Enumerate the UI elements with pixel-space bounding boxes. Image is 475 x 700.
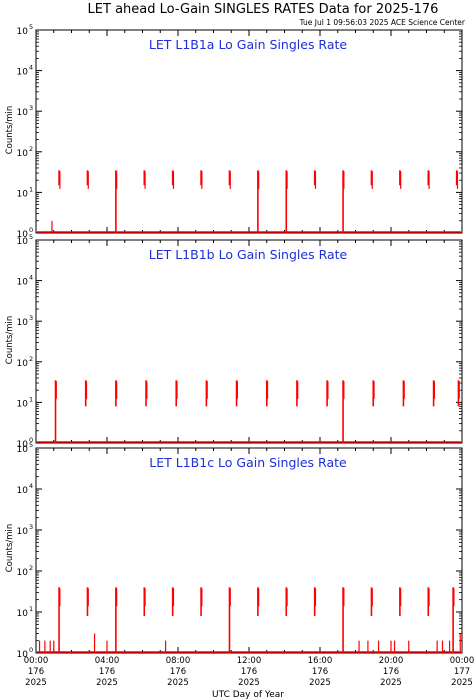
x-tick-doy: 176 (383, 667, 399, 677)
y-tick-exponent: 3 (29, 523, 33, 531)
plot-frame (35, 239, 463, 444)
x-tick-year: 2025 (238, 678, 260, 688)
x-axis: 00:00176202504:00176202508:00176202512:0… (24, 656, 475, 688)
x-tick-doy: 176 (28, 667, 44, 677)
y-tick-exponent: 4 (29, 64, 33, 72)
y-tick-label: 10 (17, 237, 29, 247)
timestamp: Tue Jul 1 09:56:03 2025 ACE Science Cent… (299, 18, 466, 27)
y-tick-label: 10 (17, 527, 29, 537)
x-tick-year: 2025 (451, 678, 473, 688)
y-tick-exponent: 4 (29, 482, 33, 490)
plot-frame (35, 447, 463, 654)
y-tick-label: 10 (17, 189, 29, 199)
panel-title: LET L1B1a Lo Gain Singles Rate (149, 37, 348, 52)
figure-title: LET ahead Lo-Gain SINGLES RATES Data for… (88, 2, 439, 17)
y-tick-label: 10 (17, 399, 29, 409)
x-tick-time: 20:00 (379, 656, 404, 666)
y-tick-label: 10 (17, 27, 29, 37)
y-tick-exponent: 0 (29, 646, 33, 654)
y-tick-label: 10 (17, 278, 29, 288)
y-tick-label: 10 (17, 568, 29, 578)
y-tick-label: 10 (17, 445, 29, 455)
y-tick-exponent: 3 (29, 104, 33, 112)
x-tick-doy: 176 (99, 667, 115, 677)
y-tick-exponent: 2 (29, 355, 33, 363)
y-tick-exponent: 0 (29, 436, 33, 444)
y-tick-exponent: 2 (29, 564, 33, 572)
x-tick-time: 04:00 (95, 656, 120, 666)
y-tick-exponent: 5 (29, 441, 33, 449)
y-tick-exponent: 1 (29, 185, 33, 193)
y-tick-exponent: 4 (29, 274, 33, 282)
y-tick-label: 10 (17, 108, 29, 118)
x-tick-doy: 176 (312, 667, 328, 677)
y-tick-label: 10 (17, 318, 29, 328)
y-tick-label: 10 (17, 68, 29, 78)
x-tick-time: 08:00 (166, 656, 191, 666)
y-axis-label: Counts/min (5, 106, 15, 155)
plot-frame (35, 29, 463, 234)
panel-title: LET L1B1b Lo Gain Singles Rate (149, 247, 348, 262)
x-axis-label: UTC Day of Year (212, 690, 284, 700)
x-tick-time: 00:00 (450, 656, 475, 666)
y-tick-label: 10 (17, 230, 29, 240)
y-tick-label: 10 (17, 609, 29, 619)
x-tick-year: 2025 (25, 678, 47, 688)
x-tick-time: 12:00 (237, 656, 262, 666)
y-tick-label: 10 (17, 650, 29, 660)
x-tick-year: 2025 (96, 678, 118, 688)
x-tick-time: 00:00 (24, 656, 49, 666)
y-tick-exponent: 5 (29, 23, 33, 31)
y-tick-exponent: 1 (29, 605, 33, 613)
x-tick-doy: 176 (170, 667, 186, 677)
y-tick-exponent: 5 (29, 233, 33, 241)
y-tick-label: 10 (17, 440, 29, 450)
y-tick-label: 10 (17, 359, 29, 369)
y-tick-exponent: 0 (29, 226, 33, 234)
panel-title: LET L1B1c Lo Gain Singles Rate (149, 455, 347, 470)
x-tick-time: 16:00 (308, 656, 333, 666)
y-tick-exponent: 2 (29, 145, 33, 153)
x-tick-doy: 177 (454, 667, 470, 677)
x-tick-year: 2025 (380, 678, 402, 688)
y-tick-exponent: 3 (29, 314, 33, 322)
y-axis-label: Counts/min (5, 524, 15, 573)
y-tick-exponent: 1 (29, 395, 33, 403)
x-tick-year: 2025 (167, 678, 189, 688)
y-tick-label: 10 (17, 149, 29, 159)
x-tick-doy: 176 (241, 667, 257, 677)
y-axis-label: Counts/min (5, 316, 15, 365)
x-tick-year: 2025 (309, 678, 331, 688)
y-tick-label: 10 (17, 486, 29, 496)
